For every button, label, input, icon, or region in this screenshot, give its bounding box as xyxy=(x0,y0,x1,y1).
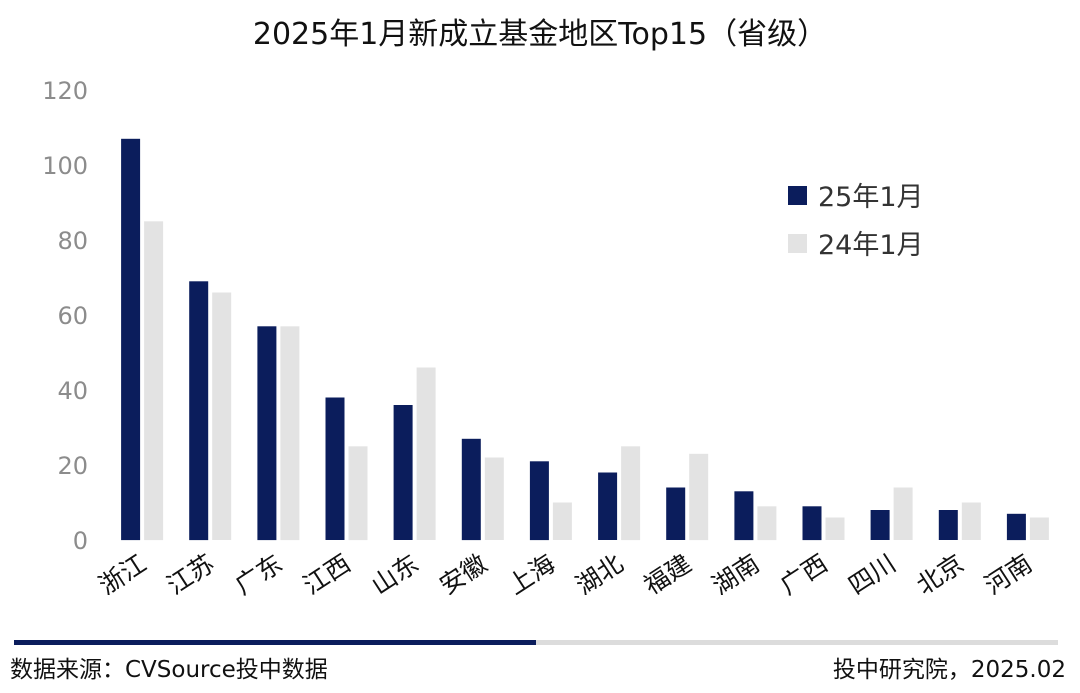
bar-广西-series-2 xyxy=(825,517,845,540)
x-tick-label-上海: 上海 xyxy=(502,549,560,601)
x-tick-label-江苏: 江苏 xyxy=(162,549,220,601)
bar-北京-series-2 xyxy=(961,502,981,540)
legend-label-1: 25年1月 xyxy=(818,182,924,213)
bar-山东-series-2 xyxy=(416,367,436,540)
bar-浙江-series-2 xyxy=(144,221,164,541)
chart-title: 2025年1月新成立基金地区Top15（省级） xyxy=(253,17,827,52)
bar-福建-series-1 xyxy=(666,487,686,540)
x-tick-label-河南: 河南 xyxy=(979,549,1037,601)
y-tick-label-100: 100 xyxy=(42,152,88,180)
x-tick-label-湖北: 湖北 xyxy=(571,549,629,601)
legend-label-2: 24年1月 xyxy=(818,230,924,261)
bar-安徽-series-2 xyxy=(484,457,504,540)
y-axis: 0 20 40 60 80 100 120 xyxy=(42,77,88,555)
x-tick-label-浙江: 浙江 xyxy=(94,549,152,601)
x-tick-label-福建: 福建 xyxy=(639,549,697,601)
bars xyxy=(121,138,1049,541)
x-tick-label-湖南: 湖南 xyxy=(707,549,765,601)
bar-广东-series-2 xyxy=(280,326,300,541)
y-tick-label-60: 60 xyxy=(57,302,88,330)
bar-广西-series-1 xyxy=(802,506,822,541)
bar-江西-series-2 xyxy=(348,446,368,541)
footer-credit: 投中研究院，2025.02 xyxy=(832,657,1066,683)
bar-湖北-series-1 xyxy=(598,472,618,540)
bar-广东-series-1 xyxy=(257,326,277,541)
y-tick-label-120: 120 xyxy=(42,77,88,105)
legend: 25年1月 24年1月 xyxy=(788,182,924,261)
bar-江苏-series-2 xyxy=(212,292,232,540)
bar-湖南-series-1 xyxy=(734,491,754,541)
x-tick-label-四川: 四川 xyxy=(843,549,901,601)
y-tick-label-40: 40 xyxy=(57,377,88,405)
footer-source: 数据来源：CVSource投中数据 xyxy=(10,657,328,683)
bar-湖北-series-2 xyxy=(621,446,641,541)
bar-安徽-series-1 xyxy=(461,438,481,541)
y-tick-label-0: 0 xyxy=(73,527,88,555)
bar-江苏-series-1 xyxy=(189,281,209,541)
bar-浙江-series-1 xyxy=(121,138,141,541)
bar-福建-series-2 xyxy=(689,453,709,541)
x-tick-label-广西: 广西 xyxy=(775,549,833,601)
y-tick-label-20: 20 xyxy=(57,452,88,480)
x-tick-label-山东: 山东 xyxy=(366,549,424,601)
bar-河南-series-2 xyxy=(1029,517,1049,540)
bar-上海-series-2 xyxy=(552,502,572,540)
bar-上海-series-1 xyxy=(529,461,549,541)
x-tick-label-北京: 北京 xyxy=(911,549,969,601)
bar-北京-series-1 xyxy=(938,510,958,540)
footer-rule-light xyxy=(536,640,1058,645)
bar-江西-series-1 xyxy=(325,397,345,540)
x-tick-label-江西: 江西 xyxy=(298,549,356,601)
y-tick-label-80: 80 xyxy=(57,227,88,255)
bar-山东-series-1 xyxy=(393,405,413,540)
x-tick-label-广东: 广东 xyxy=(230,549,288,601)
x-tick-label-安徽: 安徽 xyxy=(434,549,492,601)
footer-rule-dark xyxy=(14,640,536,645)
legend-swatch-1 xyxy=(788,186,807,205)
bar-四川-series-1 xyxy=(870,510,890,540)
bar-四川-series-2 xyxy=(893,487,913,540)
legend-swatch-2 xyxy=(788,234,807,253)
x-axis: 浙江 江苏 广东 江西 山东 安徽 上海 湖北 福建 湖南 广西 四川 北京 河南 xyxy=(94,549,1038,601)
bar-湖南-series-2 xyxy=(757,506,777,541)
bar-河南-series-1 xyxy=(1006,513,1026,541)
